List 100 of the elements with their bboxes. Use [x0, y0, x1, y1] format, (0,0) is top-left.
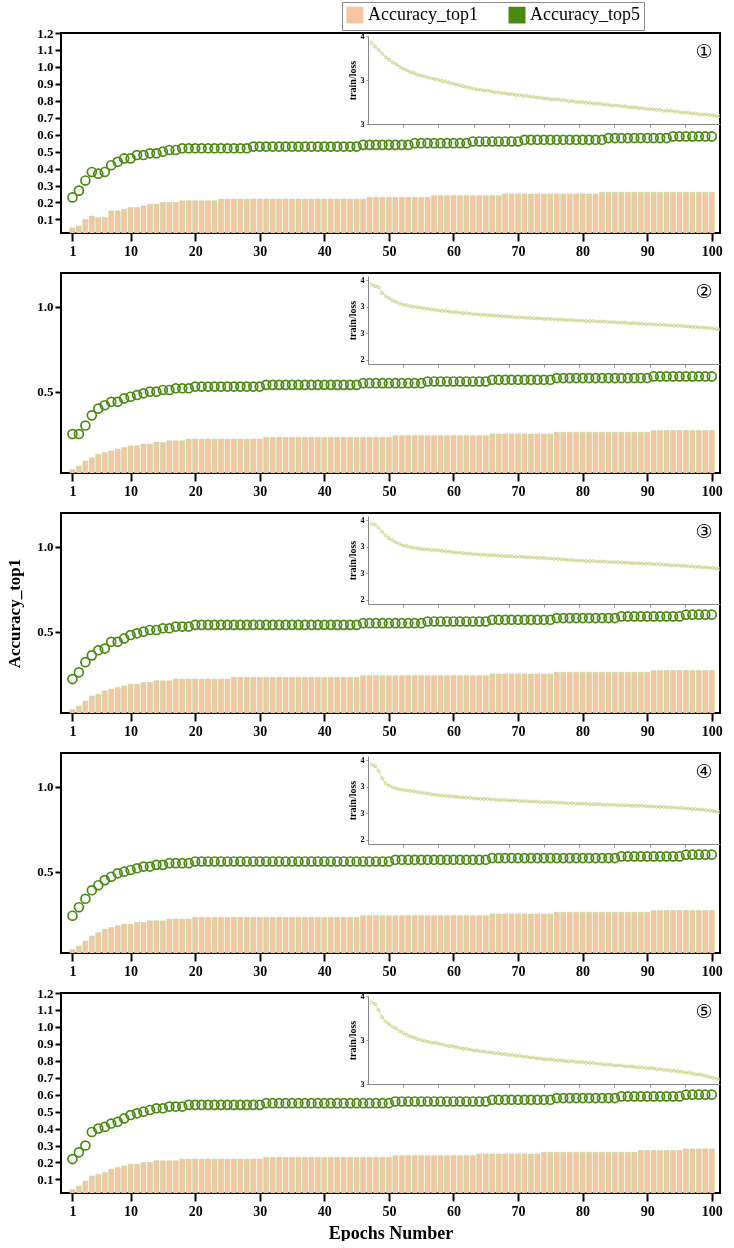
x-tick-label: 10	[124, 1203, 139, 1219]
x-tick-label: 90	[640, 1203, 655, 1219]
x-tick-label: 40	[317, 483, 332, 499]
y-tick-label: 3	[360, 119, 365, 129]
x-tick-label: 90	[640, 243, 655, 259]
y-tick-label: 2	[360, 355, 365, 365]
y-tick-label: 3	[360, 1035, 365, 1045]
y-tick-label: 3	[360, 782, 365, 792]
y-tick-label: 4	[360, 275, 365, 285]
y-tick-label: 2	[360, 835, 365, 845]
x-tick-label: 1	[69, 483, 77, 499]
x-tick-label: 60	[446, 1203, 461, 1219]
x-tick-label: 10	[124, 723, 139, 739]
x-tick-label: 20	[188, 1203, 203, 1219]
x-tick-label: 20	[188, 243, 203, 259]
x-tick-label: 90	[640, 483, 655, 499]
y-tick-label: 3	[360, 302, 365, 312]
x-tick-label: 80	[576, 1203, 591, 1219]
y-tick-label: 0.2	[37, 194, 54, 210]
x-tick-label: 30	[253, 723, 268, 739]
x-tick-label: 20	[188, 483, 203, 499]
y-tick-label: 4	[360, 755, 365, 765]
x-tick-label: 40	[317, 963, 332, 979]
y-axis-title: train/loss	[346, 540, 358, 581]
y-tick-label: 0.5	[37, 144, 54, 160]
y-tick-label: 0.8	[37, 1053, 54, 1069]
x-tick-label: 50	[382, 1203, 397, 1219]
y-tick-label: 0.5	[37, 384, 54, 400]
y-tick-label: 1.0	[37, 539, 54, 555]
x-tick-label: 50	[382, 723, 397, 739]
x-tick-label: 1	[69, 1203, 77, 1219]
x-tick-label: 60	[446, 243, 461, 259]
y-tick-label: 0.9	[37, 1036, 54, 1052]
x-tick-label: 20	[188, 963, 203, 979]
y-tick-label: 1.0	[37, 779, 54, 795]
y-tick-label: 0.4	[37, 161, 54, 177]
x-tick-label: 90	[640, 723, 655, 739]
y-tick-label: 3	[360, 1079, 365, 1089]
x-tick-label: 20	[188, 723, 203, 739]
x-tick-label: 30	[253, 1203, 268, 1219]
y-tick-label: 0.3	[37, 1138, 54, 1154]
annotation: ②	[695, 280, 713, 302]
y-tick-label: 1.0	[37, 59, 54, 75]
y-tick-label: 0.6	[37, 1087, 54, 1103]
annotation: ⑤	[695, 1000, 713, 1022]
legend-label: Accuracy_top5	[530, 4, 640, 25]
x-tick-label: 40	[317, 243, 332, 259]
x-tick-label: 70	[511, 963, 526, 979]
y-axis-title: train/loss	[346, 1020, 358, 1061]
x-tick-label: 1	[69, 963, 77, 979]
y-axis-title: train/loss	[346, 60, 358, 101]
x-tick-label: 10	[124, 243, 139, 259]
y-tick-label: 3	[360, 328, 365, 338]
y-tick-label: 0.3	[37, 178, 54, 194]
y-tick-label: 3	[360, 808, 365, 818]
y-axis-title: train/loss	[346, 300, 358, 341]
x-tick-label: 100	[701, 963, 723, 979]
x-tick-label: 1	[69, 243, 77, 259]
y-tick-label: 0.1	[37, 1171, 54, 1187]
y-tick-label: 1.2	[37, 985, 54, 1001]
y-tick-label: 1.1	[37, 1002, 54, 1018]
x-tick-label: 30	[253, 483, 268, 499]
y-axis-title: train/loss	[346, 780, 358, 821]
y-tick-label: 0.2	[37, 1154, 54, 1170]
x-tick-label: 40	[317, 723, 332, 739]
y-tick-label: 0.7	[37, 1070, 54, 1086]
y-tick-label: 4	[360, 515, 365, 525]
y-tick-label: 2	[360, 595, 365, 605]
y-tick-label: 3	[360, 568, 365, 578]
annotation: ①	[695, 40, 713, 62]
x-tick-label: 80	[576, 723, 591, 739]
x-tick-label: 30	[253, 243, 268, 259]
x-tick-label: 100	[701, 483, 723, 499]
x-tick-label: 60	[446, 963, 461, 979]
y-tick-label: 0.5	[37, 1104, 54, 1120]
x-tick-label: 60	[446, 723, 461, 739]
y-tick-label: 0.6	[37, 127, 54, 143]
y-tick-label: 1.0	[37, 299, 54, 315]
y-tick-label: 3	[360, 542, 365, 552]
y-tick-label: 0.5	[37, 624, 54, 640]
y-tick-label: 0.9	[37, 76, 54, 92]
x-tick-label: 70	[511, 243, 526, 259]
x-tick-label: 80	[576, 963, 591, 979]
y-tick-label: 0.7	[37, 110, 54, 126]
x-tick-label: 10	[124, 483, 139, 499]
x-tick-label: 70	[511, 483, 526, 499]
y-tick-label: 1.2	[37, 25, 54, 41]
y-tick-label: 0.4	[37, 1121, 54, 1137]
x-tick-label: 80	[576, 243, 591, 259]
y-axis-title: Accuracy_top1	[4, 558, 24, 669]
x-tick-label: 70	[511, 723, 526, 739]
y-tick-label: 0.5	[37, 864, 54, 880]
x-tick-label: 80	[576, 483, 591, 499]
x-tick-label: 90	[640, 963, 655, 979]
x-tick-label: 30	[253, 963, 268, 979]
annotation: ④	[695, 760, 713, 782]
x-tick-label: 40	[317, 1203, 332, 1219]
y-tick-label: 1.1	[37, 42, 54, 58]
x-tick-label: 60	[446, 483, 461, 499]
y-tick-label: 0.8	[37, 93, 54, 109]
